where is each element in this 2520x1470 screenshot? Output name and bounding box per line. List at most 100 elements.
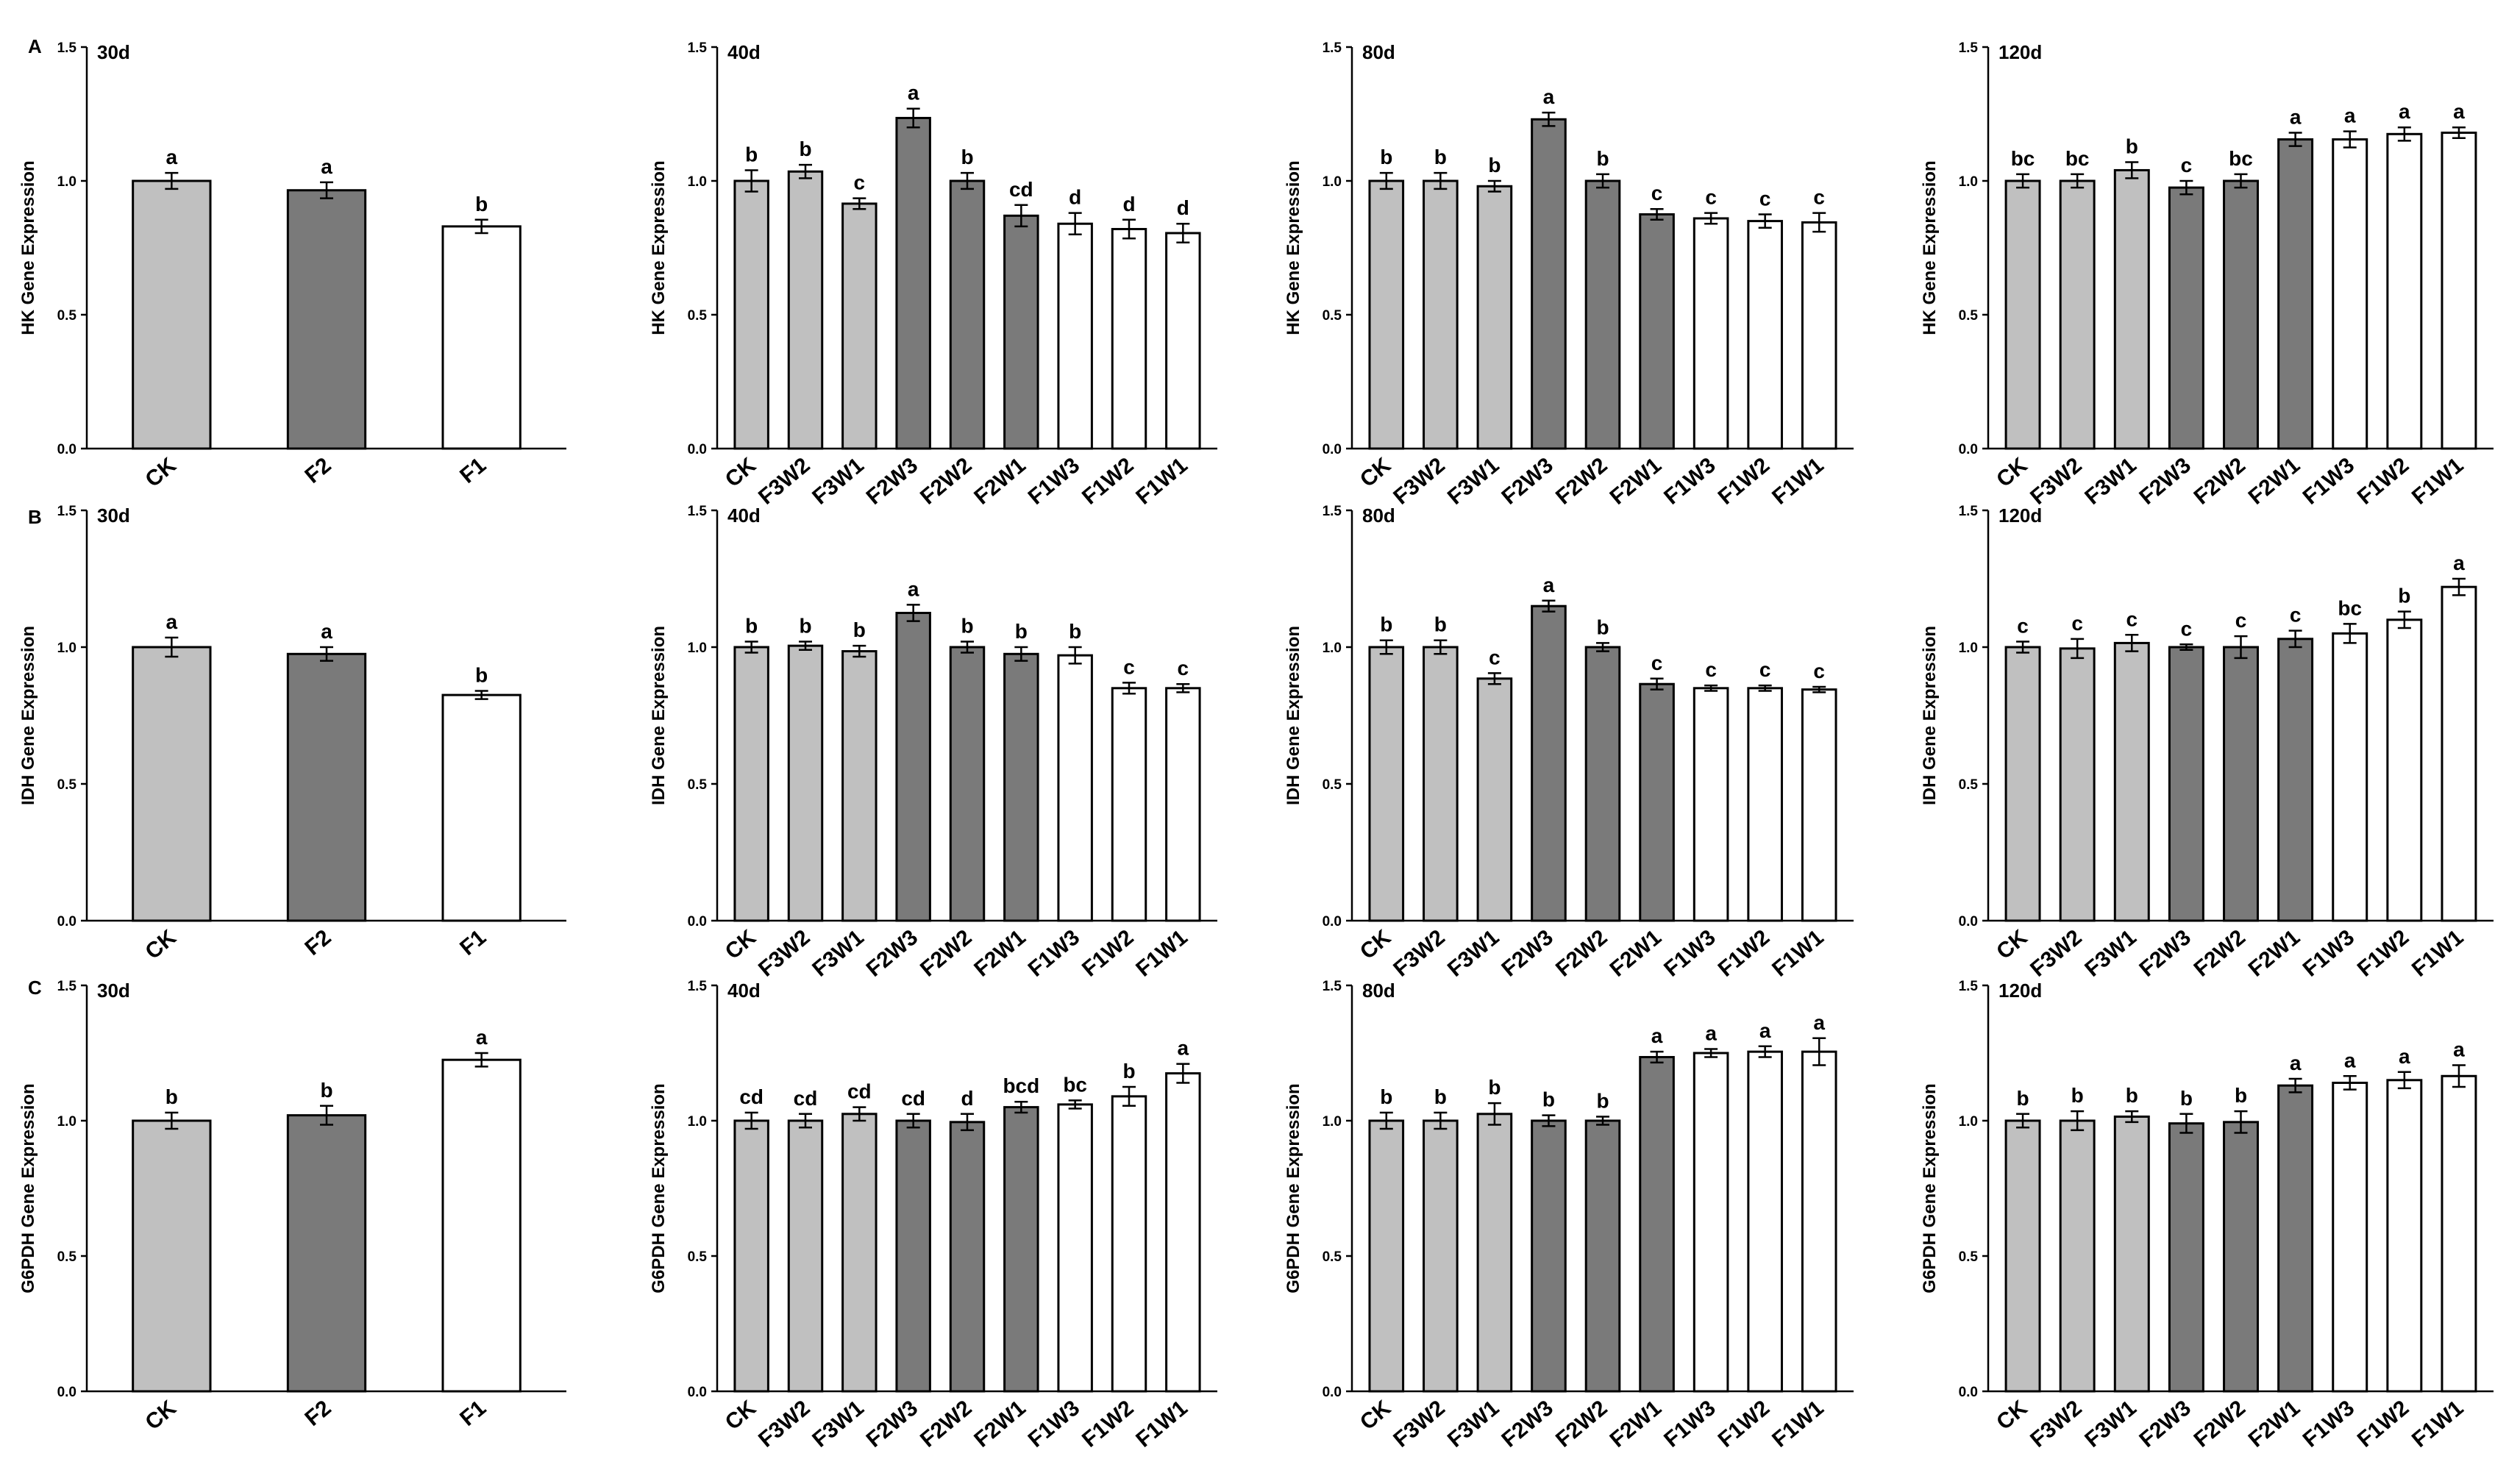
bar-f1w2 <box>1747 220 1783 450</box>
x-tick-label: CK <box>1356 1396 1396 1435</box>
x-tick-label: F2W1 <box>969 1396 1031 1452</box>
significance-letter: b <box>1596 616 1609 638</box>
significance-letter: cd <box>847 1080 872 1103</box>
significance-letter: b <box>1488 1076 1501 1099</box>
y-tick-label: 0.0 <box>1323 1385 1342 1400</box>
x-tick-label: F1W1 <box>2407 1396 2469 1452</box>
chart-title: 30d <box>97 41 130 63</box>
bar-f3w1 <box>1476 1113 1513 1393</box>
chart-title: 80d <box>1362 504 1395 527</box>
x-tick-label: F1W1 <box>2407 925 2469 982</box>
bar-f1w1 <box>1801 221 1837 450</box>
x-tick-label: CK <box>140 453 181 492</box>
bar-f1w3 <box>1693 687 1729 922</box>
chart-title: 120d <box>1998 980 2042 1002</box>
bar-f2 <box>286 189 367 450</box>
y-tick-label: 1.0 <box>1323 1114 1342 1130</box>
bar-f3w1 <box>2113 641 2150 922</box>
bar-f3w1 <box>2113 1115 2150 1393</box>
chart-1-3: 0.0 0.5 1.0 1.5 IDH Gene Expression 120d c CK c F… <box>1920 504 2494 982</box>
significance-letter: a <box>321 620 332 643</box>
x-tick-label: F1W1 <box>1768 925 1829 982</box>
x-tick-label: F1W3 <box>2299 925 2360 982</box>
bar-ck <box>132 646 212 922</box>
y-tick-label: 0.5 <box>57 777 77 793</box>
y-axis-title: HK Gene Expression <box>1920 160 1940 335</box>
bar-ck <box>2004 179 2041 450</box>
x-tick-label: F2 <box>300 453 335 488</box>
bar-f1w2 <box>2386 1079 2423 1393</box>
y-tick-label: 1.5 <box>688 504 708 519</box>
significance-letter: b <box>961 615 973 638</box>
bar-ck <box>132 179 212 450</box>
y-axis-title: G6PDH Gene Expression <box>1284 1083 1303 1293</box>
significance-letter: b <box>1069 620 1081 643</box>
bar-f2w2 <box>2223 646 2259 922</box>
bar-f2 <box>286 1114 367 1393</box>
x-tick-label: F3W1 <box>2080 453 2141 510</box>
significance-letter: c <box>2290 604 2302 627</box>
bar-f2w3 <box>895 612 931 922</box>
x-tick-label: F3W1 <box>1443 925 1504 982</box>
bar-f2w1 <box>2277 1084 2314 1393</box>
y-axis-title: G6PDH Gene Expression <box>1920 1083 1940 1293</box>
x-tick-label: F2W3 <box>862 453 923 510</box>
y-tick-label: 1.5 <box>688 979 708 994</box>
x-tick-label: F1W1 <box>2407 453 2469 510</box>
y-tick-label: 1.0 <box>688 641 707 656</box>
significance-letter: cd <box>794 1087 818 1110</box>
significance-letter: bc <box>1063 1073 1087 1096</box>
significance-letter: b <box>1122 1060 1135 1082</box>
bar-f1w2 <box>1747 687 1783 922</box>
y-tick-label: 0.0 <box>1959 1385 1978 1400</box>
x-tick-label: F2W2 <box>916 453 977 510</box>
bar-f2w2 <box>949 646 986 922</box>
bar-f1w2 <box>1111 687 1147 922</box>
x-tick-label: F2W3 <box>1497 925 1558 982</box>
chart-0-3: 0.00.51.01.5HK Gene Expression120dbcCKbc… <box>1920 40 2494 510</box>
y-tick-label: 1.5 <box>1959 979 1979 994</box>
chart-title: 30d <box>97 980 130 1002</box>
bar-f1 <box>441 1058 522 1393</box>
bar-f2w2 <box>2223 179 2259 450</box>
x-tick-label: F1W3 <box>2299 1396 2360 1452</box>
chart-1-2: 0.0 0.5 1.0 1.5 IDH Gene Expression 80d b CK b F3… <box>1284 504 1854 982</box>
bar-f3w1 <box>841 202 878 450</box>
significance-letter: a <box>2344 104 2356 127</box>
x-tick-label: F1W2 <box>1714 453 1775 510</box>
x-tick-label: F2W2 <box>916 925 977 982</box>
significance-letter: c <box>1705 186 1717 209</box>
x-tick-label: F1W3 <box>1659 925 1720 982</box>
x-tick-label: CK <box>1992 1396 2032 1435</box>
significance-letter: b <box>961 146 973 168</box>
x-tick-label: F1W1 <box>1131 1396 1192 1452</box>
bar-f3w2 <box>787 644 824 922</box>
significance-letter: c <box>1123 655 1135 678</box>
x-tick-label: F1W1 <box>1131 925 1192 982</box>
significance-letter: a <box>1759 1019 1771 1042</box>
x-tick-label: CK <box>721 925 761 964</box>
y-axis-title: HK Gene Expression <box>1284 160 1303 335</box>
x-tick-label: F2W2 <box>916 1396 977 1452</box>
bar-f2w1 <box>1639 682 1675 922</box>
x-tick-label: F2W3 <box>2135 453 2196 510</box>
significance-letter: b <box>853 618 866 641</box>
y-tick-label: 0.0 <box>57 1385 76 1400</box>
x-tick-label: F2W1 <box>2244 925 2305 982</box>
chart-title: 40d <box>727 980 761 1002</box>
significance-letter: b <box>2126 1084 2138 1107</box>
chart-title: 120d <box>1998 504 2042 527</box>
y-tick-label: 0.5 <box>688 1249 708 1265</box>
chart-2-3: 0.0 0.5 1.0 1.5 G6PDH Gene Expression 120d b CK… <box>1920 979 2494 1452</box>
bar-f1 <box>441 225 522 450</box>
significance-letter: a <box>1705 1021 1717 1044</box>
x-tick-label: F3W2 <box>1389 453 1450 510</box>
bar-f2w2 <box>949 1121 986 1393</box>
y-axis-title: HK Gene Expression <box>649 160 669 335</box>
significance-letter: c <box>1651 182 1663 204</box>
bar-f1w3 <box>1057 222 1093 450</box>
bar-f1w1 <box>1801 688 1837 922</box>
y-tick-label: 1.0 <box>57 641 76 656</box>
bar-f2w2 <box>949 179 986 450</box>
x-tick-label: F2W2 <box>1551 925 1612 982</box>
